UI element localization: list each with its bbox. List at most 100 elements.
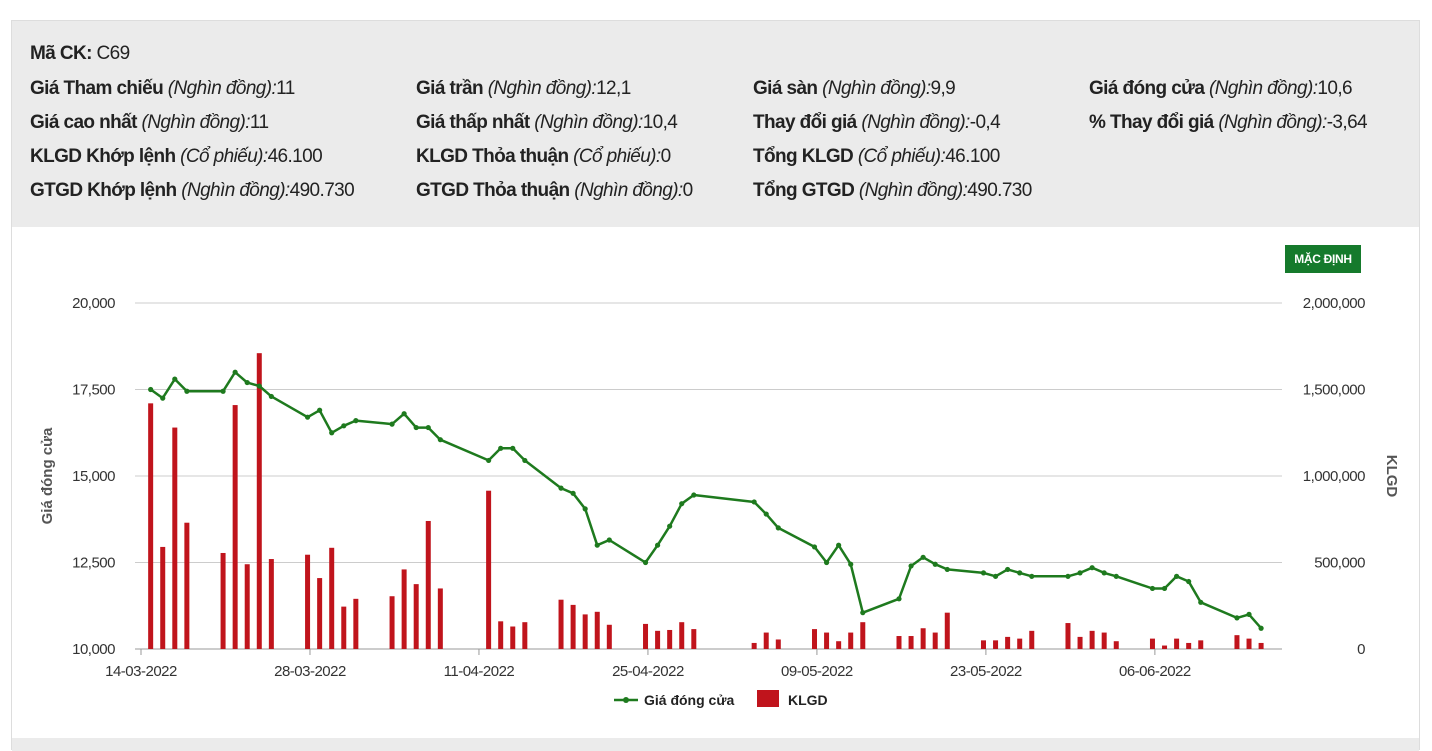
info-label: Tổng GTGD xyxy=(753,180,855,201)
volume-bar xyxy=(944,612,950,649)
stock-info-box: Mã CK: C69 Giá Tham chiếu (Nghìn đồng): 1… xyxy=(12,21,1419,227)
volume-bar xyxy=(1162,645,1168,649)
price-point xyxy=(570,490,576,496)
info-cell: Giá đóng cửa (Nghìn đồng):10,6 xyxy=(1089,77,1353,101)
volume-bar xyxy=(751,642,757,649)
info-label: Giá trần xyxy=(416,78,484,99)
price-point xyxy=(1246,611,1252,618)
info-value: 11 xyxy=(276,78,295,99)
price-point xyxy=(413,424,419,431)
legend-line-marker xyxy=(623,697,629,703)
price-point xyxy=(1161,585,1168,592)
volume-bar xyxy=(268,559,274,649)
info-unit: (Nghìn đồng): xyxy=(141,112,251,133)
volume-bar xyxy=(896,636,902,649)
volume-bar xyxy=(655,630,661,649)
volume-bar xyxy=(932,632,938,649)
price-point xyxy=(836,542,842,548)
price-point xyxy=(691,492,697,498)
info-cell: Tổng GTGD (Nghìn đồng):490.730 xyxy=(753,179,1032,203)
price-point xyxy=(244,379,250,386)
price-point xyxy=(510,445,516,451)
volume-bar xyxy=(232,405,238,649)
price-point xyxy=(594,542,600,548)
volume-bar xyxy=(1065,623,1071,649)
volume-bar xyxy=(980,640,986,649)
price-point xyxy=(823,559,830,566)
volume-bar xyxy=(510,626,516,649)
volume-bar xyxy=(643,623,649,649)
legend-volume-label: KLGD xyxy=(788,692,828,708)
info-label: Tổng KLGD xyxy=(753,146,854,167)
volume-bar xyxy=(401,569,407,649)
volume-bar xyxy=(1113,641,1119,649)
volume-bar xyxy=(920,628,926,649)
price-point xyxy=(775,525,781,531)
volume-bar xyxy=(317,578,323,649)
price-point xyxy=(256,383,262,389)
volume-bar xyxy=(305,554,311,649)
y-right-tick-label: 2,000,000 xyxy=(1303,295,1365,312)
volume-bar xyxy=(1234,635,1240,649)
stock-panel: Mã CK: C69 Giá Tham chiếu (Nghìn đồng): 1… xyxy=(11,20,1420,751)
price-point xyxy=(896,596,902,602)
volume-bar xyxy=(1149,638,1155,649)
volume-bar xyxy=(148,403,154,649)
volume-bar xyxy=(522,622,528,649)
y-right-axis-title: KLGD xyxy=(1383,455,1400,498)
volume-bar xyxy=(256,353,262,649)
info-unit: (Cổ phiếu): xyxy=(857,146,946,167)
info-unit: (Cổ phiếu): xyxy=(573,146,661,167)
info-label: Thay đổi giá xyxy=(753,112,857,133)
price-point xyxy=(654,542,661,548)
price-point xyxy=(184,388,190,394)
price-point xyxy=(642,559,649,566)
volume-bar xyxy=(908,636,914,649)
volume-bar xyxy=(160,546,166,649)
price-point xyxy=(401,411,407,417)
info-label: Giá thấp nhất xyxy=(416,112,530,133)
y-left-tick-label: 15,000 xyxy=(72,468,115,485)
stock-code-row: Mã CK: C69 xyxy=(12,42,1419,66)
volume-bar xyxy=(570,604,576,649)
y-right-tick-label: 1,000,000 xyxy=(1303,468,1365,485)
volume-bar xyxy=(1089,630,1095,649)
info-unit: (Nghìn đồng): xyxy=(822,78,931,99)
info-unit: (Nghìn đồng): xyxy=(858,180,968,201)
y-left-tick-label: 10,000 xyxy=(72,641,115,658)
info-cell: Giá sàn (Nghìn đồng):9,9 xyxy=(753,77,956,101)
volume-bar xyxy=(1174,638,1180,649)
price-point xyxy=(920,554,926,560)
price-point xyxy=(1017,570,1023,576)
stock-code: Mã CK: C69 xyxy=(30,42,130,66)
price-point xyxy=(1149,585,1156,592)
price-point xyxy=(1198,599,1204,605)
y-right-tick-label: 1,500,000 xyxy=(1303,382,1365,399)
price-point xyxy=(437,437,443,443)
volume-bar xyxy=(860,622,866,649)
info-row: Giá cao nhất (Nghìn đồng):11 Giá thấp nhấ… xyxy=(12,111,1419,135)
legend-bar-swatch xyxy=(757,690,779,707)
info-value: -0,4 xyxy=(969,112,1001,133)
volume-bar xyxy=(184,522,190,649)
price-point xyxy=(1005,566,1011,573)
volume-bar xyxy=(679,622,685,649)
info-value: -3,64 xyxy=(1326,112,1368,133)
info-label: Giá Tham chiếu xyxy=(30,78,164,99)
volume-bar xyxy=(1005,636,1011,649)
default-view-button[interactable]: MẶC ĐỊNH xyxy=(1285,245,1361,273)
price-point xyxy=(1065,573,1071,579)
info-value: 10,4 xyxy=(642,112,678,133)
price-point xyxy=(1101,570,1107,576)
price-point xyxy=(304,414,311,420)
price-point xyxy=(1258,625,1264,631)
info-unit: (Nghìn đồng): xyxy=(181,180,290,201)
price-point xyxy=(679,501,685,507)
info-row: KLGD Khớp lệnh (Cổ phiếu):46.100 KLGD Thỏ… xyxy=(12,145,1419,169)
info-cell: % Thay đổi giá (Nghìn đồng):-3,64 xyxy=(1089,111,1368,135)
info-value: 10,6 xyxy=(1317,78,1352,99)
price-point xyxy=(220,388,226,394)
volume-bar xyxy=(1077,636,1083,649)
price-point xyxy=(498,445,504,451)
info-label: GTGD Thỏa thuận xyxy=(416,180,570,201)
